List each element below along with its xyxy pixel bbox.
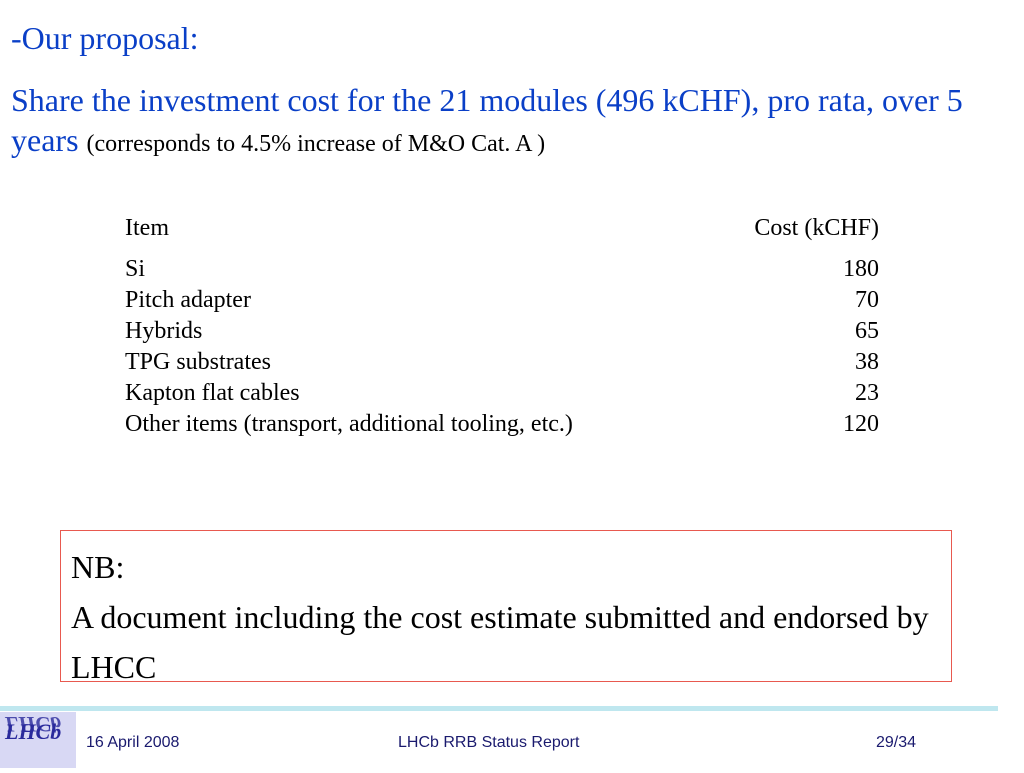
row-item: Hybrids	[125, 318, 203, 344]
row-item: Si	[125, 256, 146, 282]
proposal-note: (corresponds to 4.5% increase of M&O Cat…	[86, 131, 546, 157]
row-cost: 120	[843, 411, 879, 437]
slide-heading: -Our proposal:	[11, 20, 199, 56]
row-cost: 23	[855, 380, 879, 406]
row-item: Other items (transport, additional tooli…	[125, 411, 573, 437]
header-item: Item	[125, 215, 169, 241]
table-row: TPG substrates 38	[125, 347, 879, 378]
footer-title: LHCb RRB Status Report	[398, 734, 580, 751]
footer-page-number: 29/34	[876, 734, 917, 751]
row-item: Kapton flat cables	[125, 380, 300, 406]
row-cost: 38	[855, 349, 879, 375]
cost-table: Item Cost (kCHF) Si 180 Pitch adapter 70…	[125, 213, 879, 440]
row-cost: 70	[855, 287, 879, 313]
header-cost: Cost (kCHF)	[754, 215, 879, 241]
nb-note-box: NB: A document including the cost estima…	[60, 530, 952, 685]
row-item: TPG substrates	[125, 349, 271, 375]
table-row: Other items (transport, additional tooli…	[125, 409, 879, 440]
footer-date: 16 April 2008	[86, 734, 180, 751]
table-header: Item Cost (kCHF)	[125, 213, 879, 244]
footer-divider	[0, 706, 998, 711]
table-row: Si 180	[125, 254, 879, 285]
logo-text: LHCb	[4, 719, 61, 744]
table-row: Pitch adapter 70	[125, 285, 879, 316]
table-row: Kapton flat cables 23	[125, 378, 879, 409]
proposal-text: Share the investment cost for the 21 mod…	[11, 80, 1016, 164]
nb-text: A document including the cost estimate s…	[71, 599, 929, 685]
row-item: Pitch adapter	[125, 287, 251, 313]
row-cost: 65	[855, 318, 879, 344]
row-cost: 180	[843, 256, 879, 282]
table-row: Hybrids 65	[125, 316, 879, 347]
lhcb-logo: LHCb LHCb	[0, 712, 76, 768]
proposal-main: Share the investment cost for the 21 mod…	[11, 82, 963, 158]
logo-text-reflection: LHCb	[4, 712, 61, 737]
nb-label: NB:	[71, 549, 125, 585]
